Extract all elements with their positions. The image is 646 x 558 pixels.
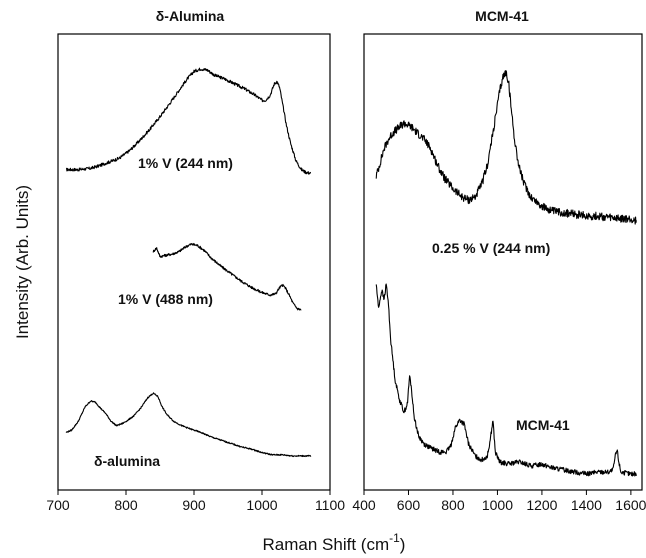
x-tick-label: 600	[397, 497, 421, 513]
series-line-v025-244	[375, 70, 637, 225]
y-axis-label: Intensity (Arb. Units)	[13, 185, 32, 339]
plot-frame-alumina	[57, 33, 331, 491]
panel-title-mcm41: MCM-41	[475, 8, 529, 24]
x-tick-label: 800	[114, 497, 138, 513]
x-tick-label: 700	[46, 497, 70, 513]
series-line-delta-alumina	[65, 392, 312, 458]
series-label-244-alumina: 1% V (244 nm)	[138, 155, 233, 171]
x-tick-label: 1100	[315, 497, 345, 513]
series-line-mcm41	[375, 283, 637, 477]
series-label-488-alumina: 1% V (488 nm)	[118, 291, 213, 307]
traces-alumina	[65, 67, 312, 458]
x-tick-label: 1200	[526, 497, 557, 513]
series-line-alumina-244	[66, 67, 312, 175]
x-ticks-alumina: 700 800 900 1000 1100	[46, 490, 345, 513]
series-label-025v: 0.25 % V (244 nm)	[432, 240, 550, 256]
panel-title-alumina: δ-Alumina	[156, 8, 225, 24]
x-axis-label-sup: -1	[389, 531, 400, 545]
series-label-delta-alumina: δ-alumina	[94, 453, 160, 469]
x-axis-label: Raman Shift (cm-1)	[263, 531, 406, 554]
x-tick-label: 1400	[571, 497, 602, 513]
x-tick-label: 900	[182, 497, 206, 513]
plot-frame-mcm41	[363, 33, 643, 491]
x-tick-label: 1000	[246, 497, 277, 513]
x-axis-label-end: )	[400, 535, 406, 554]
x-tick-label: 800	[441, 497, 465, 513]
series-label-mcm41: MCM-41	[516, 417, 570, 433]
x-tick-label: 1000	[482, 497, 513, 513]
x-ticks-mcm41: 400 600 800 1000 1200 1400 1600	[352, 490, 646, 513]
traces-mcm41	[375, 70, 637, 477]
x-axis-label-main: Raman Shift (cm	[263, 535, 390, 554]
series-line-alumina-488	[152, 242, 302, 311]
x-tick-label: 1600	[615, 497, 646, 513]
x-tick-label: 400	[352, 497, 376, 513]
